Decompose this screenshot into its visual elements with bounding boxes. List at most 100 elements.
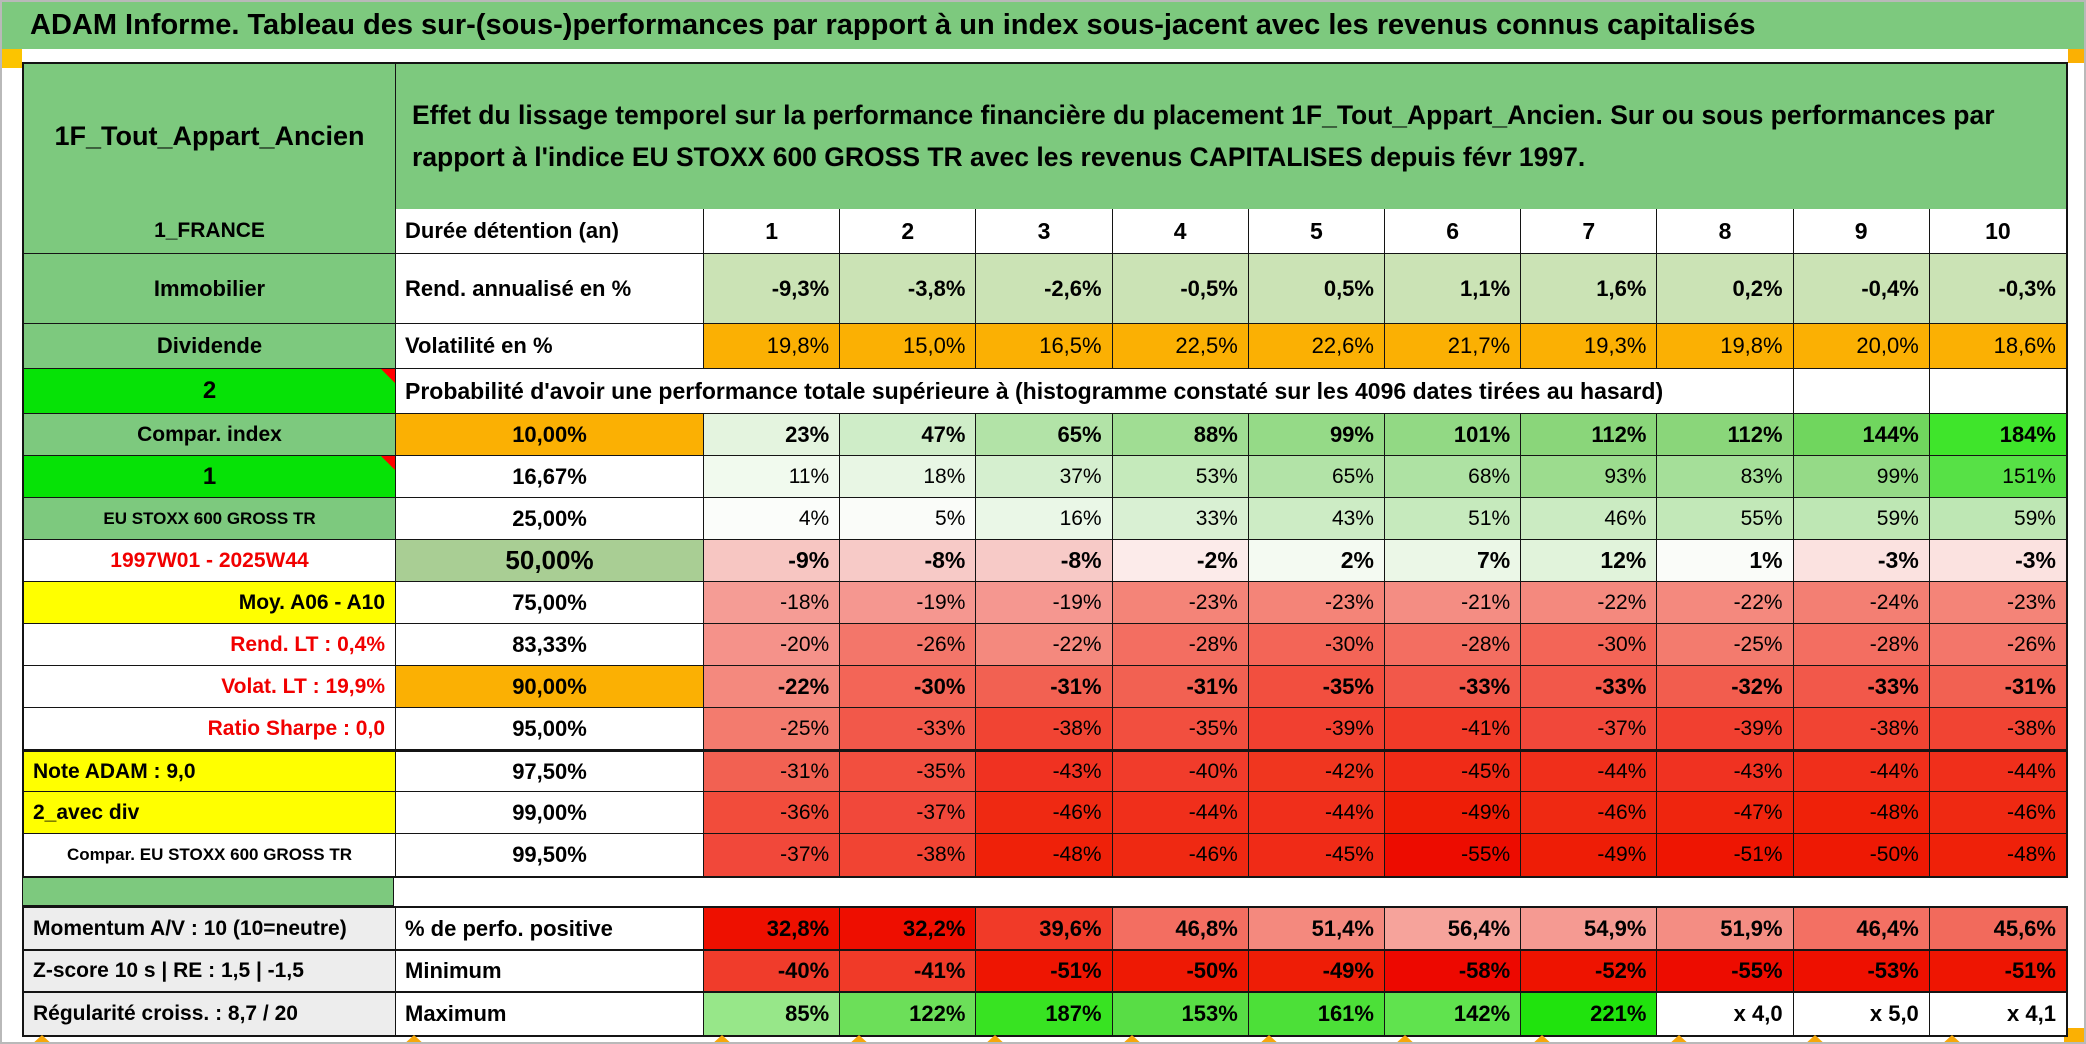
minimum-value-2[interactable]: -41% (840, 951, 977, 993)
perfo-positive-value-2[interactable]: 32,2% (840, 908, 977, 951)
perfo-positive-label[interactable]: Momentum A/V : 10 (10=neutre) (24, 908, 396, 951)
p1667-value-7[interactable]: 93% (1521, 456, 1658, 498)
p25-value-2[interactable]: 5% (840, 498, 977, 540)
p95-label[interactable]: Ratio Sharpe : 0,0 (24, 708, 396, 750)
maximum-value-5[interactable]: 161% (1248, 993, 1385, 1035)
p995-value-5[interactable]: -45% (1248, 834, 1385, 876)
p1667-value-3[interactable]: 37% (976, 456, 1113, 498)
p90-sublabel[interactable]: 90,00% (396, 666, 704, 708)
p8333-value-4[interactable]: -28% (1112, 624, 1249, 666)
spacer-green-cell[interactable] (22, 878, 394, 906)
p1667-value-8[interactable]: 83% (1657, 456, 1794, 498)
p90-value-8[interactable]: -32% (1657, 666, 1794, 708)
report-description-cell[interactable]: Effet du lissage temporel sur la perform… (396, 64, 2066, 209)
rendement-annualise-value-1[interactable]: -9,3% (704, 254, 841, 324)
p995-value-3[interactable]: -48% (976, 834, 1113, 876)
minimum-value-6[interactable]: -58% (1384, 951, 1522, 993)
p8333-value-1[interactable]: -20% (704, 624, 841, 666)
p995-value-1[interactable]: -37% (704, 834, 841, 876)
minimum-value-1[interactable]: -40% (704, 951, 841, 993)
p25-value-1[interactable]: 4% (704, 498, 841, 540)
duree-detention-value-3[interactable]: 3 (976, 209, 1113, 254)
p975-value-10[interactable]: -44% (1929, 750, 2066, 792)
p50-label[interactable]: 1997W01 - 2025W44 (24, 540, 396, 582)
volatilite-value-1[interactable]: 19,8% (704, 324, 841, 369)
p1667-value-10[interactable]: 151% (1929, 456, 2066, 498)
p25-value-9[interactable]: 59% (1793, 498, 1930, 540)
p99-value-8[interactable]: -47% (1657, 792, 1794, 834)
perfo-positive-value-6[interactable]: 56,4% (1384, 908, 1522, 951)
rendement-annualise-label[interactable]: Immobilier (24, 254, 396, 324)
p75-value-9[interactable]: -24% (1793, 582, 1930, 624)
p8333-value-6[interactable]: -28% (1384, 624, 1522, 666)
volatilite-label[interactable]: Dividende (24, 324, 396, 369)
p10-value-1[interactable]: 23% (704, 414, 841, 456)
volatilite-value-2[interactable]: 15,0% (840, 324, 977, 369)
p99-value-9[interactable]: -48% (1793, 792, 1930, 834)
minimum-value-7[interactable]: -52% (1521, 951, 1658, 993)
p1667-value-2[interactable]: 18% (840, 456, 977, 498)
p25-label[interactable]: EU STOXX 600 GROSS TR (24, 498, 396, 540)
duree-detention-value-9[interactable]: 9 (1793, 209, 1930, 254)
p975-sublabel[interactable]: 97,50% (396, 750, 704, 792)
p95-value-2[interactable]: -33% (840, 708, 977, 750)
maximum-label[interactable]: Régularité croiss. : 8,7 / 20 (24, 993, 396, 1035)
perfo-positive-sublabel[interactable]: % de perfo. positive (396, 908, 704, 951)
p75-sublabel[interactable]: 75,00% (396, 582, 704, 624)
minimum-value-10[interactable]: -51% (1929, 951, 2066, 993)
p995-value-7[interactable]: -49% (1521, 834, 1658, 876)
maximum-value-10[interactable]: x 4,1 (1929, 993, 2066, 1035)
minimum-sublabel[interactable]: Minimum (396, 951, 704, 993)
p75-value-7[interactable]: -22% (1521, 582, 1658, 624)
p90-value-9[interactable]: -33% (1793, 666, 1930, 708)
p995-value-4[interactable]: -46% (1112, 834, 1249, 876)
p10-value-8[interactable]: 112% (1657, 414, 1794, 456)
p1667-sublabel[interactable]: 16,67% (396, 456, 704, 498)
p10-label[interactable]: Compar. index (24, 414, 396, 456)
p975-value-8[interactable]: -43% (1657, 750, 1794, 792)
p75-value-5[interactable]: -23% (1248, 582, 1385, 624)
duree-detention-value-7[interactable]: 7 (1521, 209, 1658, 254)
p95-value-5[interactable]: -39% (1248, 708, 1385, 750)
probabilite-label[interactable]: 2 (24, 369, 396, 414)
volatilite-sublabel[interactable]: Volatilité en % (396, 324, 704, 369)
p1667-value-1[interactable]: 11% (704, 456, 841, 498)
rendement-annualise-value-4[interactable]: -0,5% (1112, 254, 1249, 324)
p1667-value-5[interactable]: 65% (1248, 456, 1385, 498)
p995-sublabel[interactable]: 99,50% (396, 834, 704, 876)
p95-value-4[interactable]: -35% (1112, 708, 1249, 750)
volatilite-value-10[interactable]: 18,6% (1929, 324, 2066, 369)
p995-label[interactable]: Compar. EU STOXX 600 GROSS TR (24, 834, 396, 876)
p975-value-3[interactable]: -43% (976, 750, 1113, 792)
p25-value-3[interactable]: 16% (976, 498, 1113, 540)
rendement-annualise-value-9[interactable]: -0,4% (1793, 254, 1930, 324)
maximum-value-3[interactable]: 187% (976, 993, 1113, 1035)
p50-value-6[interactable]: 7% (1384, 540, 1522, 582)
p99-label[interactable]: 2_avec div (24, 792, 396, 834)
minimum-label[interactable]: Z-score 10 s | RE : 1,5 | -1,5 (24, 951, 396, 993)
p90-value-10[interactable]: -31% (1929, 666, 2066, 708)
duree-detention-value-4[interactable]: 4 (1112, 209, 1249, 254)
p99-sublabel[interactable]: 99,00% (396, 792, 704, 834)
p95-value-10[interactable]: -38% (1929, 708, 2066, 750)
p995-value-2[interactable]: -38% (840, 834, 977, 876)
rendement-annualise-value-8[interactable]: 0,2% (1657, 254, 1794, 324)
p75-label[interactable]: Moy. A06 - A10 (24, 582, 396, 624)
placement-name-cell[interactable]: 1F_Tout_Appart_Ancien (24, 64, 396, 209)
p75-value-10[interactable]: -23% (1929, 582, 2066, 624)
p25-value-10[interactable]: 59% (1929, 498, 2066, 540)
p99-value-5[interactable]: -44% (1248, 792, 1385, 834)
maximum-value-8[interactable]: x 4,0 (1657, 993, 1794, 1035)
p90-value-2[interactable]: -30% (840, 666, 977, 708)
maximum-sublabel[interactable]: Maximum (396, 993, 704, 1035)
p8333-value-8[interactable]: -25% (1657, 624, 1794, 666)
p10-sublabel[interactable]: 10,00% (396, 414, 704, 456)
p75-value-3[interactable]: -19% (976, 582, 1113, 624)
p10-value-2[interactable]: 47% (840, 414, 977, 456)
duree-detention-value-8[interactable]: 8 (1657, 209, 1794, 254)
p1667-label[interactable]: 1 (24, 456, 396, 498)
p10-value-5[interactable]: 99% (1248, 414, 1385, 456)
p8333-label[interactable]: Rend. LT : 0,4% (24, 624, 396, 666)
probabilite-empty-9[interactable] (1793, 369, 1930, 414)
p8333-value-10[interactable]: -26% (1929, 624, 2066, 666)
